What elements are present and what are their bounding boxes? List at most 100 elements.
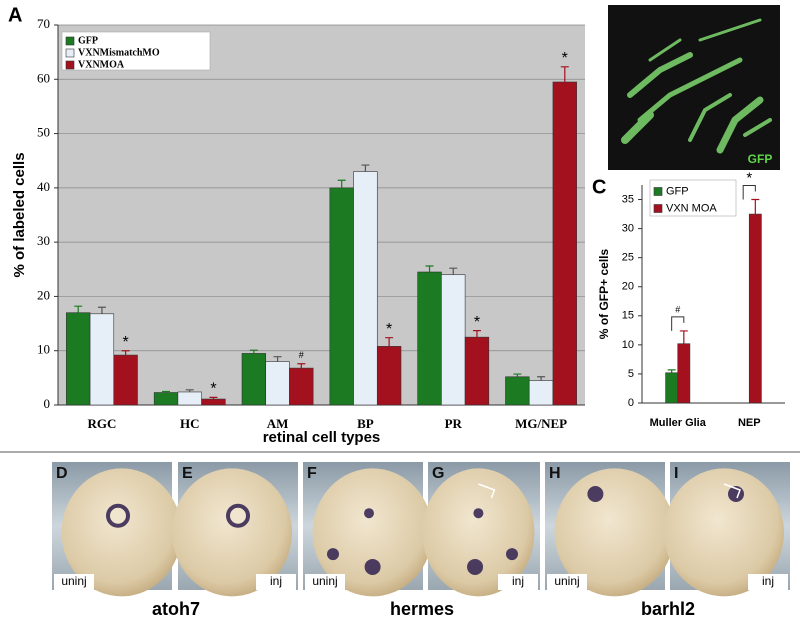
bar [153,392,179,406]
bar [353,171,378,406]
legend-label: VXNMOA [78,59,125,70]
panel-label: F [307,465,317,482]
error-bar [162,390,171,393]
panel-label: I [674,465,678,482]
bar [417,271,442,406]
significance-marker: * [386,321,392,338]
bar [748,213,762,404]
significance-marker: * [746,170,752,187]
error-bar [385,337,394,347]
error-bar [425,265,434,272]
y-axis-title: % of GFP+ cells [597,248,611,339]
bar [241,353,267,406]
error-bar [560,66,569,82]
x-tick-label: Muller Glia [650,417,707,429]
significance-marker: # [675,304,680,314]
x-tick-label: HC [180,416,200,431]
embryo [664,468,784,597]
x-tick-label: BP [357,416,374,431]
bar [665,372,679,404]
photo-caption: uninj [61,574,86,588]
panel-label: E [182,465,193,482]
y-tick-label: 60 [37,70,50,85]
gene-label: hermes [390,599,454,619]
photo-caption: uninj [312,574,337,588]
embryo [172,468,292,597]
bar [441,274,466,406]
bar [201,398,226,406]
x-tick-label: PR [445,416,463,431]
y-tick-label: 30 [622,223,634,235]
legend-label: GFP [78,35,98,46]
photo-caption: inj [270,574,282,588]
bar [289,367,314,406]
error-bar [249,349,258,354]
embryo [312,468,433,597]
legend-label: VXNMismatchMO [78,47,160,58]
legend-swatch [65,60,75,70]
stain [226,503,250,528]
bar [113,354,138,406]
bar [177,391,202,406]
y-tick-label: 10 [622,339,634,351]
y-tick-label: 25 [622,252,634,264]
significance-marker: * [474,314,480,331]
significance-marker: * [123,334,129,351]
bar [528,380,554,406]
bar [265,361,290,406]
y-tick-label: 5 [628,368,634,380]
error-bar [667,369,676,373]
panel-label: A [8,4,22,26]
y-tick-label: 30 [37,233,50,248]
y-tick-label: 0 [44,396,51,411]
panel-label: H [549,465,561,482]
bar [376,346,402,406]
legend-box [61,31,211,71]
significance-marker: * [210,381,216,398]
legend-box [649,179,737,217]
legend-label: VXN MOA [666,202,717,214]
legend-swatch [653,187,663,196]
y-tick-label: 10 [37,342,50,357]
error-bar [537,376,546,381]
stain [364,558,381,575]
x-tick-label: NEP [738,417,761,429]
stain [506,548,518,561]
bar [505,376,530,406]
error-bar [751,198,760,215]
caption-box [498,574,538,590]
y-tick-label: 50 [37,125,50,140]
error-bar [361,164,370,172]
stain [587,486,604,502]
error-bar [297,363,306,369]
significance-marker: # [299,350,304,360]
significance-marker: * [562,50,568,67]
plot-area [58,25,585,405]
bar [464,336,490,406]
charts: 010203040506070RGC*HC*AM#BP*PR*MG/NEP*GF… [11,16,785,446]
gene-label: barhl2 [641,599,695,619]
error-bar [449,267,458,275]
error-bar [74,305,83,313]
error-bar [209,396,218,400]
x-axis-title: retinal cell types [263,429,381,446]
y-tick-label: 0 [628,397,634,409]
y-tick-label: 20 [37,287,50,302]
bar [329,187,354,406]
bracket [723,483,741,499]
legend-label: GFP [666,185,689,197]
caption-box [305,574,345,590]
embryo [554,468,675,597]
significance-bracket [742,185,756,200]
panel-label: D [56,465,68,482]
bar [677,343,691,404]
fluorescence-photo [608,5,780,170]
caption-box [54,574,94,590]
stain [364,508,374,519]
significance-bracket [671,316,685,331]
bar [66,312,91,406]
stain [473,508,484,519]
caption-box [256,574,296,590]
